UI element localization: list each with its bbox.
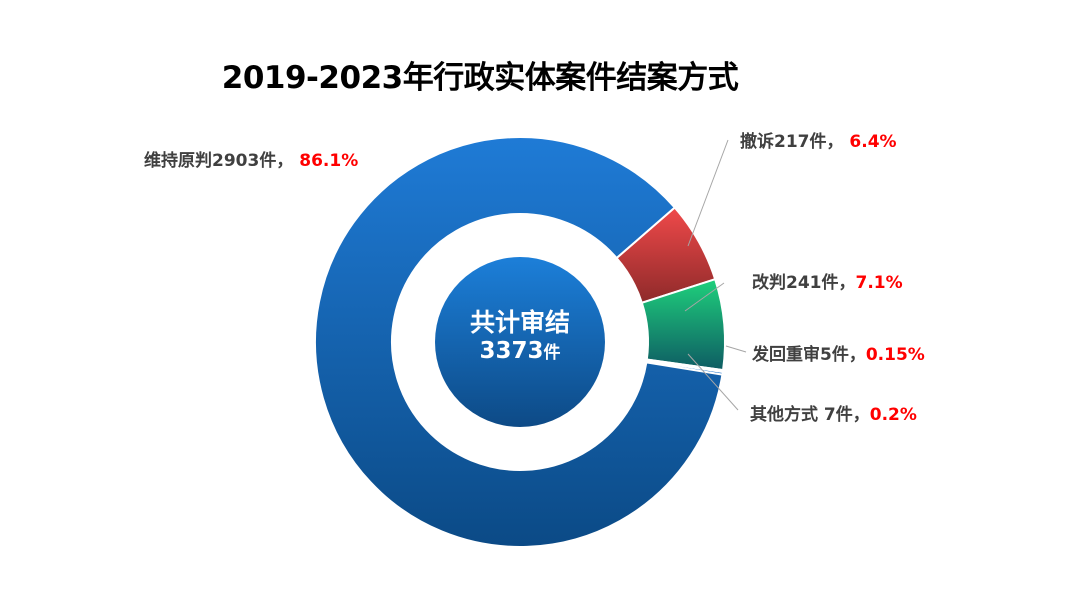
label-gai-pan-count: 241件， <box>786 273 856 293</box>
label-che-su-count: 217件， <box>774 132 844 152</box>
label-fa-hui-chong-shen: 发回重审5件，0.15% <box>752 340 925 365</box>
center-disc <box>435 257 605 427</box>
label-qi-ta-fang-shi: 其他方式 7件，0.2% <box>750 400 917 425</box>
leader-line-che-su <box>687 139 729 247</box>
label-wei-chi-yuan-pan-percent: 86.1% <box>299 151 359 171</box>
leader-line-fa-hui-chong-shen <box>725 345 747 353</box>
center-total-label: 共计审结 <box>469 308 570 337</box>
label-wei-chi-yuan-pan: 维持原判2903件， 86.1% <box>144 146 358 171</box>
label-qi-ta-fang-shi-percent: 0.2% <box>869 405 917 425</box>
label-fa-hui-chong-shen-count: 5件， <box>820 345 866 365</box>
label-che-su: 撤诉217件， 6.4% <box>740 127 897 152</box>
label-wei-chi-yuan-pan-count: 2903件， <box>212 151 294 171</box>
label-fa-hui-chong-shen-name: 发回重审 <box>752 345 820 365</box>
center-total-value: 3373件 <box>440 338 600 364</box>
label-gai-pan-percent: 7.1% <box>855 273 903 293</box>
center-total-number: 3373 <box>479 338 544 364</box>
chart-title: 2019-2023年行政实体案件结案方式 <box>221 60 739 96</box>
label-gai-pan-name: 改判 <box>752 273 786 293</box>
label-che-su-name: 撤诉 <box>740 132 774 152</box>
label-che-su-percent: 6.4% <box>849 132 897 152</box>
label-qi-ta-fang-shi-name: 其他方式 <box>750 405 818 425</box>
label-wei-chi-yuan-pan-name: 维持原判 <box>144 151 212 171</box>
leader-line-gai-pan <box>684 282 725 312</box>
label-fa-hui-chong-shen-percent: 0.15% <box>865 345 925 365</box>
center-total-unit: 件 <box>543 343 561 363</box>
leader-line-qi-ta-fang-shi <box>687 353 739 411</box>
label-qi-ta-fang-shi-count: 7件， <box>818 405 870 425</box>
label-gai-pan: 改判241件，7.1% <box>752 268 903 293</box>
